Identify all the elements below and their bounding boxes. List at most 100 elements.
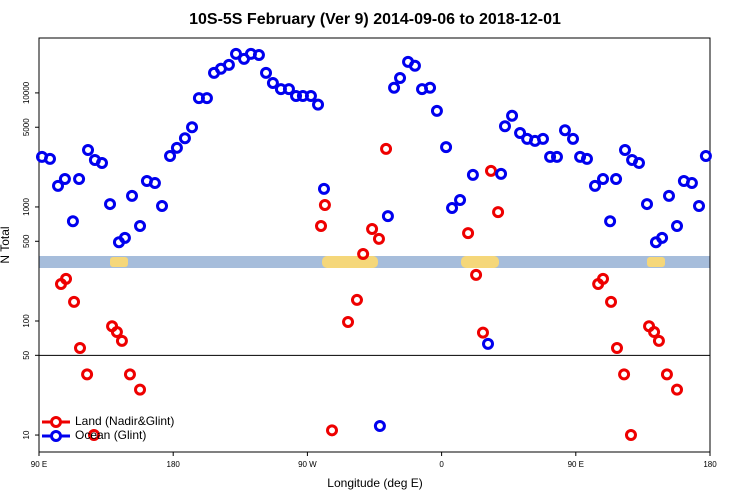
point	[632, 156, 645, 169]
point	[430, 104, 443, 117]
point	[492, 206, 505, 219]
point	[466, 168, 479, 181]
point	[350, 293, 363, 306]
y-tick-label: 50	[22, 350, 31, 359]
point	[290, 89, 303, 102]
point	[597, 172, 610, 185]
point	[110, 326, 123, 339]
y-tick-label: 5000	[22, 118, 31, 136]
point	[200, 92, 213, 105]
y-tick-label: 10000	[22, 81, 31, 104]
point	[252, 48, 265, 61]
point	[624, 429, 637, 442]
point	[126, 189, 139, 202]
point	[178, 132, 191, 145]
x-axis-label: Longitude (deg E)	[327, 476, 422, 490]
point	[476, 326, 489, 339]
y-tick-label: 10	[22, 430, 31, 439]
point	[567, 132, 580, 145]
point	[43, 152, 56, 165]
point	[550, 150, 563, 163]
point	[597, 272, 610, 285]
point	[123, 368, 136, 381]
point	[60, 272, 73, 285]
point	[580, 152, 593, 165]
chart-title: 10S-5S February (Ver 9) 2014-09-06 to 20…	[189, 11, 561, 28]
point	[58, 172, 71, 185]
x-tick-label: 90 W	[298, 460, 317, 469]
point	[470, 268, 483, 281]
point	[610, 172, 623, 185]
point	[536, 132, 549, 145]
point	[424, 81, 437, 94]
x-tick-label: 0	[439, 460, 444, 469]
point	[326, 424, 339, 437]
point	[282, 83, 295, 96]
point	[315, 220, 328, 233]
point	[408, 59, 421, 72]
plot-frame	[38, 37, 711, 453]
point	[95, 156, 108, 169]
point	[156, 199, 169, 212]
point	[317, 182, 330, 195]
point	[134, 220, 147, 233]
point	[619, 143, 632, 156]
point	[82, 143, 95, 156]
point	[618, 368, 631, 381]
point	[260, 66, 273, 79]
point	[482, 337, 495, 350]
point	[495, 167, 508, 180]
x-tick-label: 180	[167, 460, 181, 469]
point	[671, 220, 684, 233]
point	[574, 150, 587, 163]
legend-label: Land (Nadir&Glint)	[75, 414, 174, 428]
x-tick-label: 90 E	[568, 460, 584, 469]
point	[440, 141, 453, 154]
point	[699, 149, 712, 162]
point	[164, 149, 177, 162]
point	[366, 223, 379, 236]
point	[373, 420, 386, 433]
point	[660, 368, 673, 381]
point	[87, 429, 100, 442]
point	[656, 231, 669, 244]
point	[454, 194, 467, 207]
point	[588, 179, 601, 192]
point	[118, 231, 131, 244]
x-tick-label: 90 E	[31, 460, 47, 469]
point	[148, 177, 161, 190]
point	[357, 247, 370, 260]
point	[372, 232, 385, 245]
legend-marker	[50, 416, 62, 428]
point	[381, 210, 394, 223]
point	[604, 215, 617, 228]
point	[514, 127, 527, 140]
point	[498, 120, 511, 133]
point	[68, 295, 81, 308]
point	[446, 201, 459, 214]
point	[312, 98, 325, 111]
point	[304, 89, 317, 102]
point	[342, 315, 355, 328]
y-tick-label: 1000	[22, 198, 31, 216]
point	[380, 142, 393, 155]
point	[394, 72, 407, 85]
point	[104, 198, 117, 211]
x-tick-label: 180	[703, 460, 717, 469]
point	[170, 141, 183, 154]
point	[73, 172, 86, 185]
point	[134, 383, 147, 396]
legend-marker	[50, 430, 62, 442]
point	[662, 189, 675, 202]
point	[52, 179, 65, 192]
y-axis-label: N Total	[0, 226, 12, 263]
y-tick-label: 100	[22, 314, 31, 328]
point	[506, 109, 519, 122]
point	[222, 58, 235, 71]
point	[230, 47, 243, 60]
point	[388, 81, 401, 94]
point	[266, 77, 279, 90]
point	[693, 199, 706, 212]
legend-label: Ocean (Glint)	[75, 428, 146, 442]
